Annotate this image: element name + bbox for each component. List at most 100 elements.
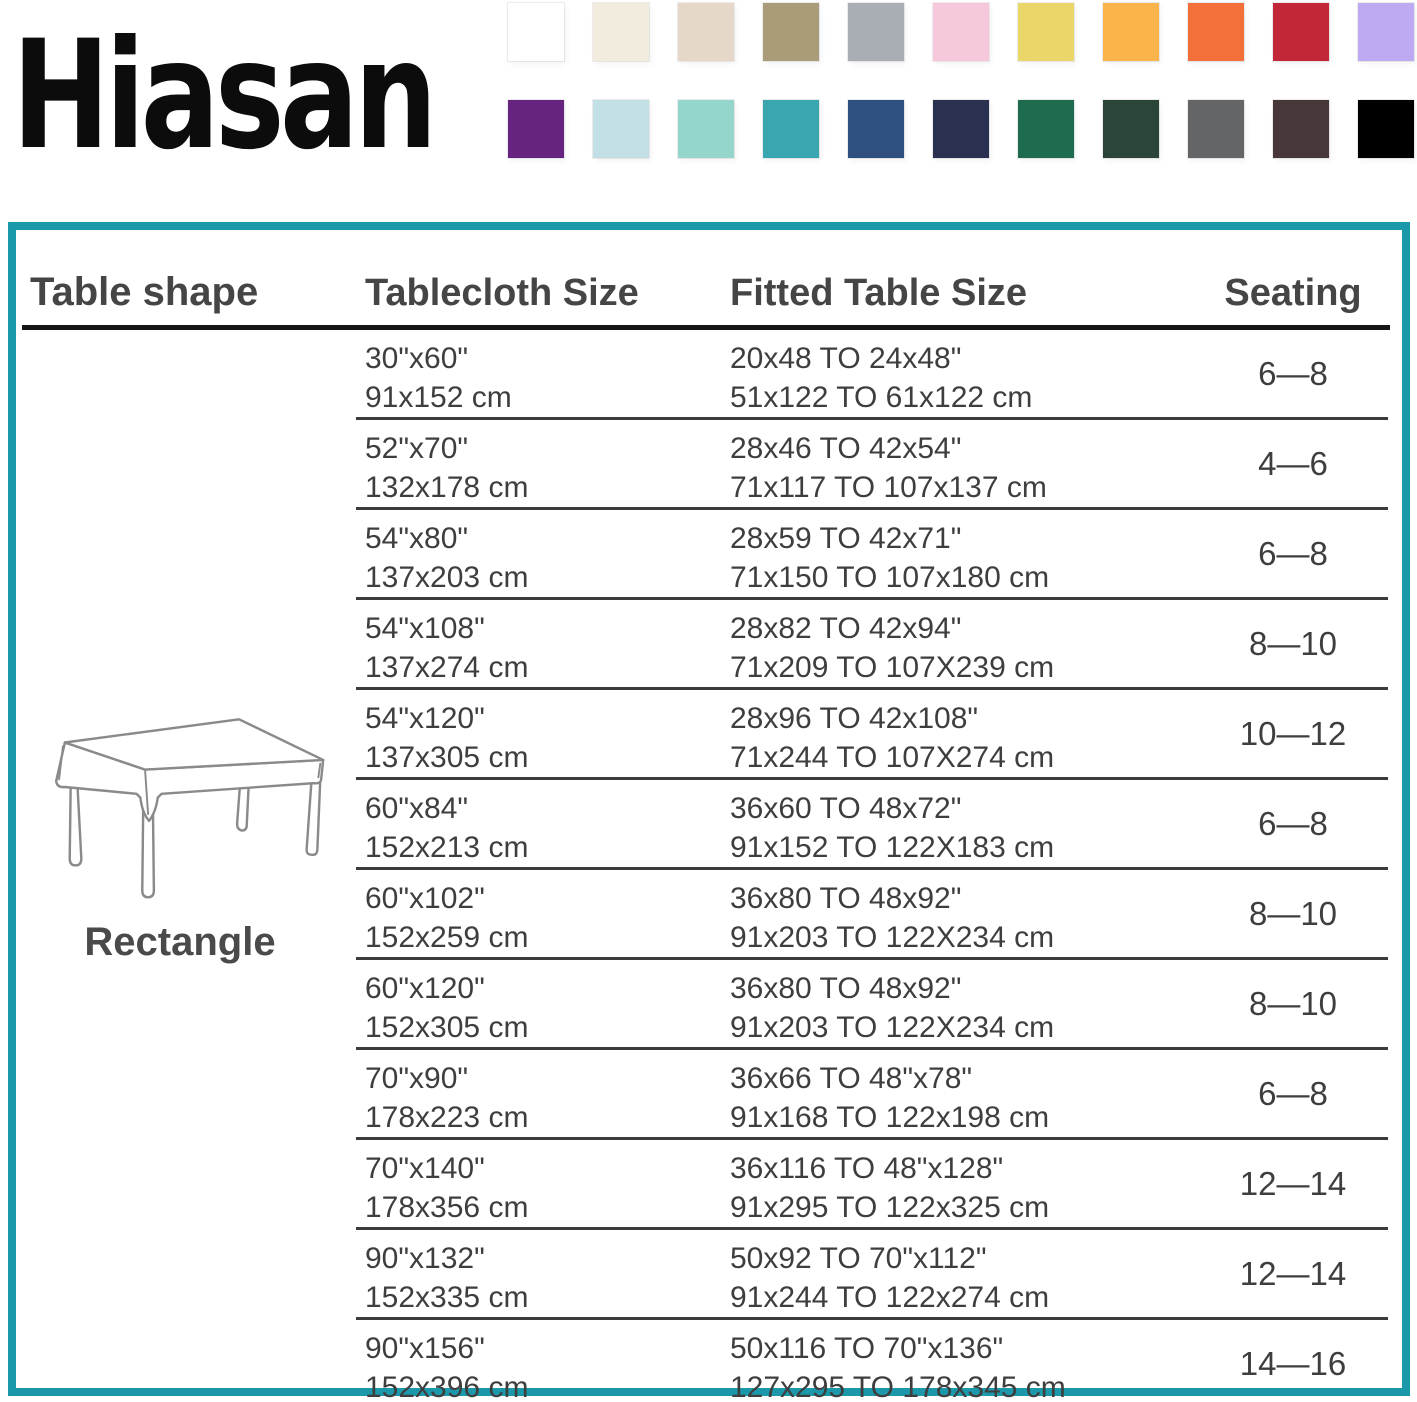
seating-range: 4—6 [1258, 444, 1328, 482]
tablecloth-size-in: 60"x120" [365, 972, 485, 1005]
shape-label: Rectangle [84, 920, 276, 964]
tablecloth-size-cm: 152x396 cm [365, 1371, 529, 1402]
header-tablecloth-size: Tablecloth Size [365, 272, 639, 314]
size-rows: 30"x60" 91x152 cm 20x48 TO 24x48" 51x122… [356, 330, 1402, 1402]
tablecloth-size-cm: 91x152 cm [365, 381, 512, 414]
tablecloth-size-cm: 152x213 cm [365, 831, 529, 864]
table-row: 90"x156" 152x396 cm 50x116 TO 70"x136" 1… [356, 1320, 1388, 1402]
seating-range: 14—16 [1239, 1344, 1347, 1382]
fitted-size-cm: 71x150 TO 107x180 cm [730, 561, 1050, 594]
tablecloth-size-in: 54"x80" [365, 522, 469, 555]
swatch-lavender [1358, 3, 1414, 61]
seating-range: 8—10 [1248, 894, 1338, 932]
table-row: 54"x108" 137x274 cm 28x82 TO 42x94" 71x2… [356, 600, 1388, 690]
tablecloth-size-in: 90"x132" [365, 1242, 485, 1275]
table-row: 54"x80" 137x203 cm 28x59 TO 42x71" 71x15… [356, 510, 1388, 600]
fitted-size-in: 36x80 TO 48x92" [730, 882, 962, 915]
swatch-khaki [763, 3, 819, 61]
fitted-size-in: 28x59 TO 42x71" [730, 522, 962, 555]
table-shape-cell: Rectangle [16, 330, 356, 1388]
tablecloth-size-cm: 132x178 cm [365, 471, 529, 504]
seating-range: 12—14 [1239, 1164, 1347, 1202]
swatch-orange [1188, 3, 1244, 61]
seating-range: 8—10 [1248, 624, 1338, 662]
fitted-size-in: 20x48 TO 24x48" [730, 342, 962, 375]
tablecloth-size-in: 70"x90" [365, 1062, 469, 1095]
seating-range: 6—8 [1258, 534, 1328, 572]
swatch-white [508, 3, 564, 61]
swatch-red [1273, 3, 1329, 61]
table-row: 70"x140" 178x356 cm 36x116 TO 48"x128" 9… [356, 1140, 1388, 1230]
swatch-dark-brown [1273, 100, 1329, 158]
fitted-size-cm: 91x203 TO 122X234 cm [730, 921, 1055, 954]
tablecloth-size-in: 52"x70" [365, 432, 469, 465]
header-fitted-size: Fitted Table Size [730, 272, 1028, 314]
header-table-shape: Table shape [30, 270, 259, 314]
swatch-black [1358, 100, 1414, 158]
size-chart-header: Table shape Tablecloth Size Fitted Table… [16, 230, 1402, 325]
swatch-dark-green [1103, 100, 1159, 158]
seating-range: 6—8 [1258, 354, 1328, 392]
tablecloth-size-in: 54"x120" [365, 702, 485, 735]
swatch-green [1018, 100, 1074, 158]
swatch-ivory [593, 3, 649, 61]
tablecloth-size-in: 60"x102" [365, 882, 485, 915]
swatch-pink [933, 3, 989, 61]
table-row: 70"x90" 178x223 cm 36x66 TO 48"x78" 91x1… [356, 1050, 1388, 1140]
seating-range: 12—14 [1239, 1254, 1347, 1292]
tablecloth-size-in: 30"x60" [365, 342, 469, 375]
swatch-navy [933, 100, 989, 158]
seating-range: 6—8 [1258, 1074, 1328, 1112]
table-row: 60"x84" 152x213 cm 36x60 TO 48x72" 91x15… [356, 780, 1388, 870]
swatch-blue [848, 100, 904, 158]
tablecloth-size-in: 54"x108" [365, 612, 485, 645]
size-chart: Table shape Tablecloth Size Fitted Table… [8, 222, 1410, 1402]
table-row: 90"x132" 152x335 cm 50x92 TO 70"x112" 91… [356, 1230, 1388, 1320]
fitted-size-in: 36x116 TO 48"x128" [730, 1152, 1004, 1185]
tablecloth-size-cm: 152x335 cm [365, 1281, 529, 1314]
table-row: 30"x60" 91x152 cm 20x48 TO 24x48" 51x122… [356, 330, 1388, 420]
color-swatch-grid [508, 3, 1414, 158]
fitted-size-in: 50x116 TO 70"x136" [730, 1332, 1004, 1365]
tablecloth-size-cm: 178x356 cm [365, 1191, 529, 1224]
fitted-size-in: 28x96 TO 42x108" [730, 702, 979, 735]
tablecloth-size-cm: 178x223 cm [365, 1101, 529, 1134]
fitted-size-cm: 71x244 TO 107X274 cm [730, 741, 1055, 774]
fitted-size-in: 28x82 TO 42x94" [730, 612, 962, 645]
header-divider [22, 325, 1390, 330]
tablecloth-size-in: 90"x156" [365, 1332, 485, 1365]
table-row: 60"x120" 152x305 cm 36x80 TO 48x92" 91x2… [356, 960, 1388, 1050]
swatch-teal [763, 100, 819, 158]
fitted-size-in: 36x60 TO 48x72" [730, 792, 962, 825]
tablecloth-size-cm: 152x259 cm [365, 921, 529, 954]
table-row: 60"x102" 152x259 cm 36x80 TO 48x92" 91x2… [356, 870, 1388, 960]
fitted-size-cm: 91x295 TO 122x325 cm [730, 1191, 1050, 1224]
brand-logo: Hiasan [12, 9, 437, 183]
swatch-beige [678, 3, 734, 61]
fitted-size-in: 36x66 TO 48"x78" [730, 1062, 973, 1095]
fitted-size-in: 28x46 TO 42x54" [730, 432, 962, 465]
swatch-dark-grey [1188, 100, 1244, 158]
tablecloth-size-in: 70"x140" [365, 1152, 485, 1185]
fitted-size-in: 36x80 TO 48x92" [730, 972, 962, 1005]
fitted-size-cm: 71x117 TO 107x137 cm [730, 471, 1047, 504]
seating-range: 6—8 [1258, 804, 1328, 842]
table-row: 54"x120" 137x305 cm 28x96 TO 42x108" 71x… [356, 690, 1388, 780]
fitted-size-cm: 127x295 TO 178x345 cm [730, 1371, 1066, 1402]
tablecloth-size-in: 60"x84" [365, 792, 469, 825]
tablecloth-size-cm: 137x274 cm [365, 651, 529, 684]
fitted-size-in: 50x92 TO 70"x112" [730, 1242, 987, 1275]
swatch-light-orange [1103, 3, 1159, 61]
tablecloth-size-cm: 137x305 cm [365, 741, 529, 774]
rectangle-table-icon [54, 718, 325, 899]
tablecloth-size-cm: 152x305 cm [365, 1011, 529, 1044]
fitted-size-cm: 71x209 TO 107X239 cm [730, 651, 1055, 684]
seating-range: 10—12 [1239, 714, 1347, 752]
fitted-size-cm: 91x203 TO 122X234 cm [730, 1011, 1055, 1044]
table-row: 52"x70" 132x178 cm 28x46 TO 42x54" 71x11… [356, 420, 1388, 510]
swatch-purple [508, 100, 564, 158]
swatch-aqua [678, 100, 734, 158]
header-seating: Seating [1224, 272, 1362, 314]
swatch-yellow [1018, 3, 1074, 61]
